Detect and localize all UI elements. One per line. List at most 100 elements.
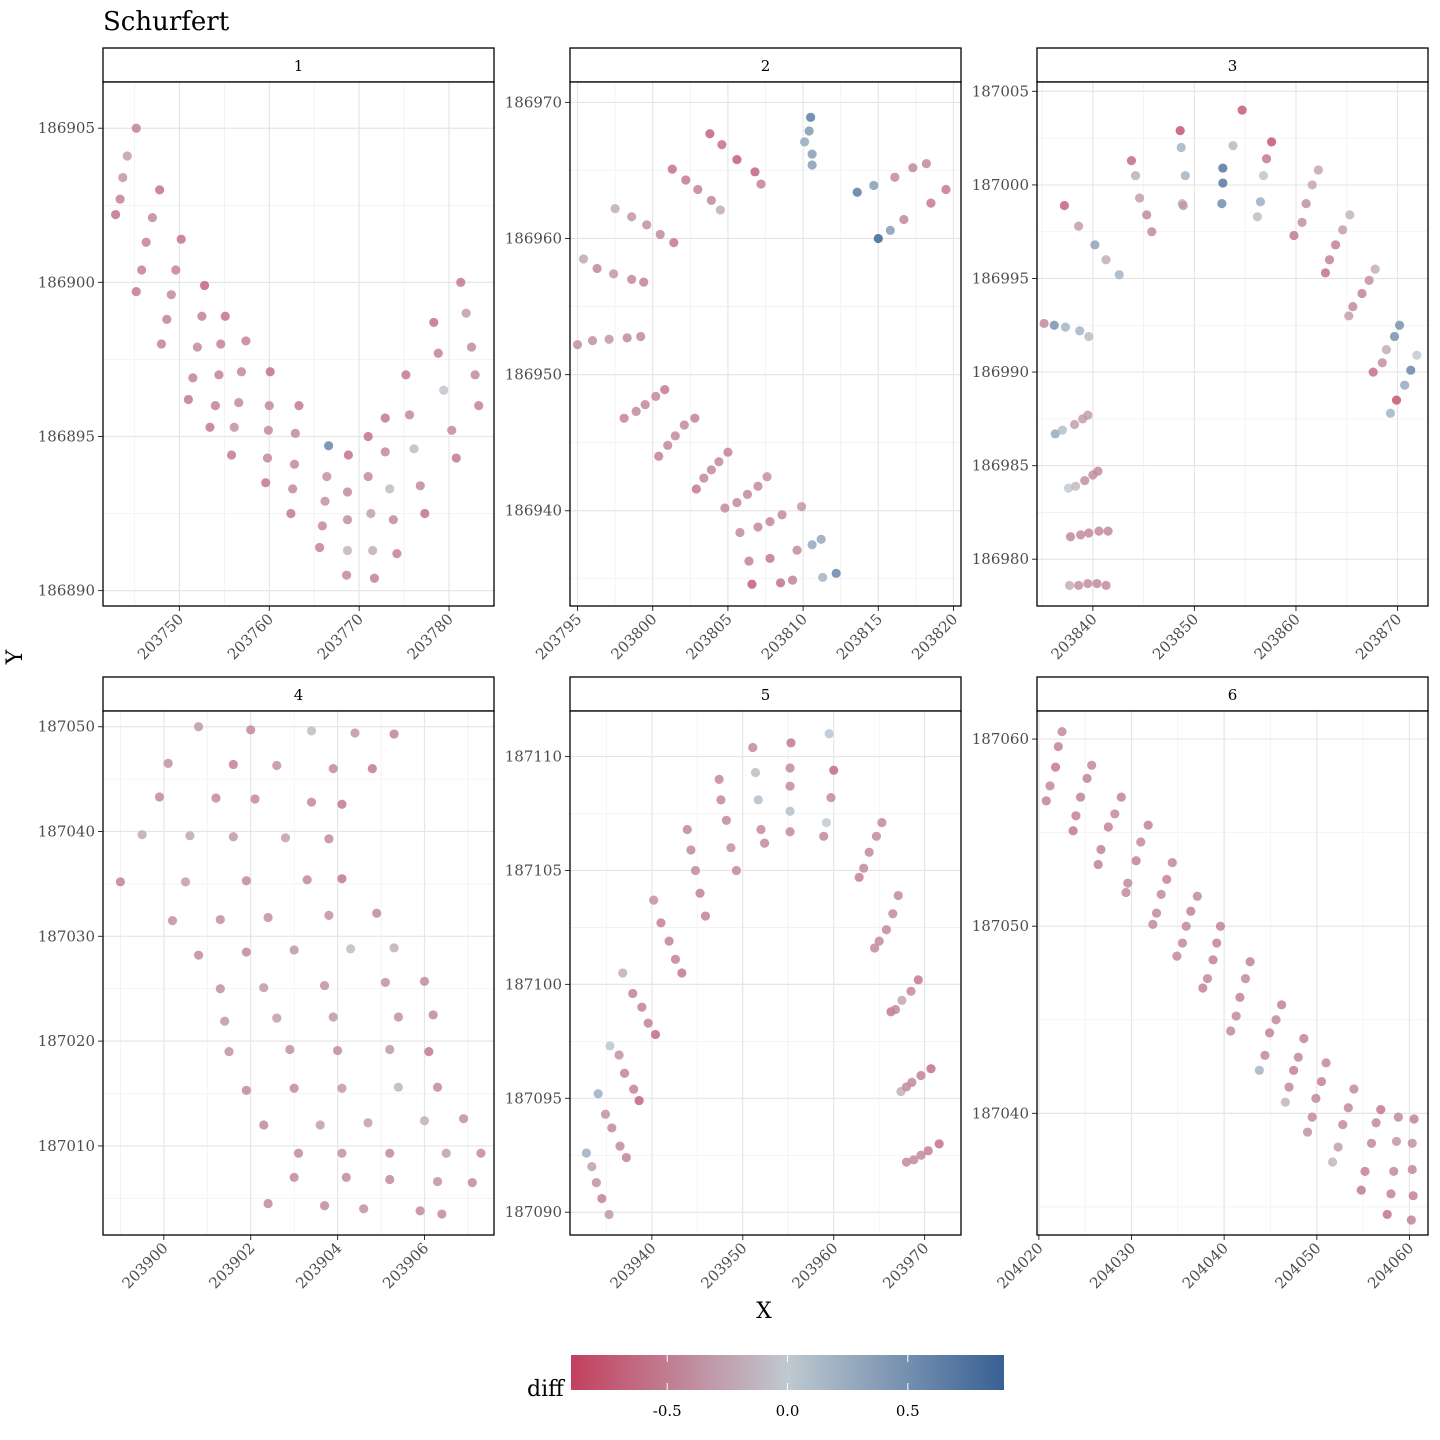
data-point [1071,811,1081,821]
data-point [852,187,862,197]
x-tick-label: 203940 [606,1239,659,1292]
data-point [1345,210,1355,220]
y-tick-label: 187000 [972,176,1029,194]
data-point [131,123,141,133]
data-point [604,1209,614,1220]
data-point [306,797,317,807]
data-point [693,184,703,195]
legend-title: diff [527,1377,565,1402]
facet-strip-label: 4 [294,686,304,704]
data-point [272,1013,282,1023]
data-point [700,911,711,921]
data-point [1198,983,1208,993]
x-tick-label: 204050 [1271,1239,1324,1292]
x-tick-label: 203750 [134,610,187,663]
data-point [1059,200,1070,211]
data-point [171,265,181,275]
data-point [908,163,918,173]
data-point [744,556,754,566]
data-point [1267,137,1277,147]
data-point [264,401,274,411]
y-tick-label: 186970 [505,93,562,111]
x-tick-label: 203900 [118,1239,171,1292]
data-point [682,824,692,835]
data-point [236,367,247,377]
data-point [261,478,271,488]
data-point [1103,822,1113,832]
data-point [1096,844,1106,855]
data-point [1371,1118,1381,1128]
data-point [1123,878,1133,888]
data-point [1057,425,1067,435]
data-point [1245,957,1255,967]
data-point [293,1148,304,1158]
data-point [1376,1105,1386,1115]
data-point [941,184,951,195]
data-point [1400,380,1410,390]
data-point [115,877,125,887]
data-point [259,983,269,993]
data-point [1103,526,1113,536]
data-point [1338,1119,1348,1130]
data-point [785,827,795,837]
data-point [346,944,356,954]
data-point [1172,951,1182,961]
data-point [319,1201,330,1211]
data-point [1075,326,1085,336]
data-point [342,515,353,525]
data-point [1389,331,1400,342]
data-point [885,225,895,235]
data-point [819,831,829,841]
data-point [1407,1138,1417,1148]
data-point [800,137,810,147]
data-point [193,950,204,960]
data-point [890,1004,901,1015]
data-point [869,180,879,191]
data-point [753,522,763,532]
data-point [147,213,158,223]
facet-strip [102,47,495,83]
data-point [1177,938,1188,948]
x-tick-label: 203815 [833,610,886,663]
data-point [634,1095,644,1106]
data-point [285,1044,295,1055]
data-point [756,824,766,835]
data-point [1192,891,1202,901]
y-tick-label: 187050 [972,917,1029,935]
data-point [775,578,786,588]
data-point [415,481,425,491]
data-point [141,237,151,247]
data-point [714,457,724,467]
data-point [1083,410,1093,420]
data-point [637,1002,647,1012]
data-point [393,1012,404,1022]
data-point [1114,270,1124,280]
data-point [286,508,296,519]
data-point [1240,974,1251,984]
data-point [328,764,338,774]
data-point [1389,1166,1399,1176]
data-point [1218,163,1228,173]
data-point [785,781,795,791]
y-tick-label: 186890 [38,582,95,600]
data-point [211,793,221,803]
data-point [591,1178,601,1188]
y-tick-label: 186900 [38,273,95,291]
data-point [392,549,402,559]
data-point [1074,580,1084,591]
data-point [137,830,147,840]
data-point [785,806,795,816]
data-point [1121,887,1131,898]
data-point [1289,230,1299,241]
data-point [669,238,679,248]
data-point [401,370,411,380]
data-point [1053,741,1063,752]
data-point [441,1148,451,1158]
data-point [877,818,887,828]
data-point [1076,530,1086,540]
data-point [1162,874,1172,885]
data-point [1280,1097,1290,1107]
data-point [289,1172,299,1182]
data-point [1049,320,1059,330]
